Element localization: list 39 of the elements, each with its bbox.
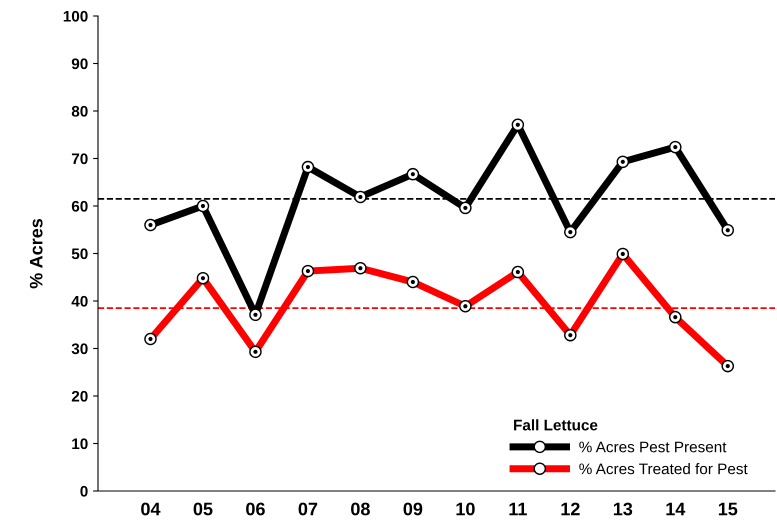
point: [406, 168, 420, 180]
x-tick-label: 07: [298, 502, 318, 516]
legend-label: % Acres Treated for Pest: [579, 463, 748, 474]
x-tick-label: 14: [666, 502, 686, 516]
y-tick-label: 100: [64, 10, 88, 22]
point: [144, 218, 157, 232]
y-tick-label: 30: [72, 343, 88, 354]
x-tick-label: 10: [456, 502, 475, 516]
point: [669, 140, 682, 154]
x-tick-label: 12: [561, 502, 580, 516]
x-tick-label: 08: [351, 502, 370, 516]
point: [722, 224, 734, 236]
point: [564, 226, 577, 238]
x-tick-label: 09: [404, 502, 422, 516]
y-axis-title: % Acres: [30, 218, 43, 288]
y-tick-label: 20: [72, 390, 88, 402]
point: [512, 118, 524, 132]
y-tick-label: 70: [72, 153, 88, 164]
legend-label: % Acres Pest Present: [579, 442, 726, 452]
point: [196, 200, 210, 212]
x-tick-label: 06: [246, 502, 265, 516]
x-tick-label: 13: [614, 502, 632, 516]
y-tick-label: 60: [72, 200, 88, 212]
y-tick-label: 90: [72, 58, 88, 70]
x-tick-label: 04: [141, 502, 160, 516]
point: [249, 308, 262, 322]
x-tick-label: 11: [509, 502, 527, 516]
y-tick-label: 40: [72, 296, 88, 307]
point: [459, 202, 472, 214]
point: [354, 190, 367, 204]
y-tick-label: 80: [72, 106, 88, 117]
x-tick-label: 15: [718, 502, 738, 516]
y-tick-label: 10: [72, 438, 88, 450]
y-tick-label: 0: [80, 486, 88, 497]
x-tick-label: 05: [194, 502, 212, 516]
legend-title: Fall Lettuce: [514, 419, 598, 430]
y-tick-label: 50: [72, 248, 88, 260]
point: [616, 156, 630, 168]
point: [302, 160, 314, 174]
